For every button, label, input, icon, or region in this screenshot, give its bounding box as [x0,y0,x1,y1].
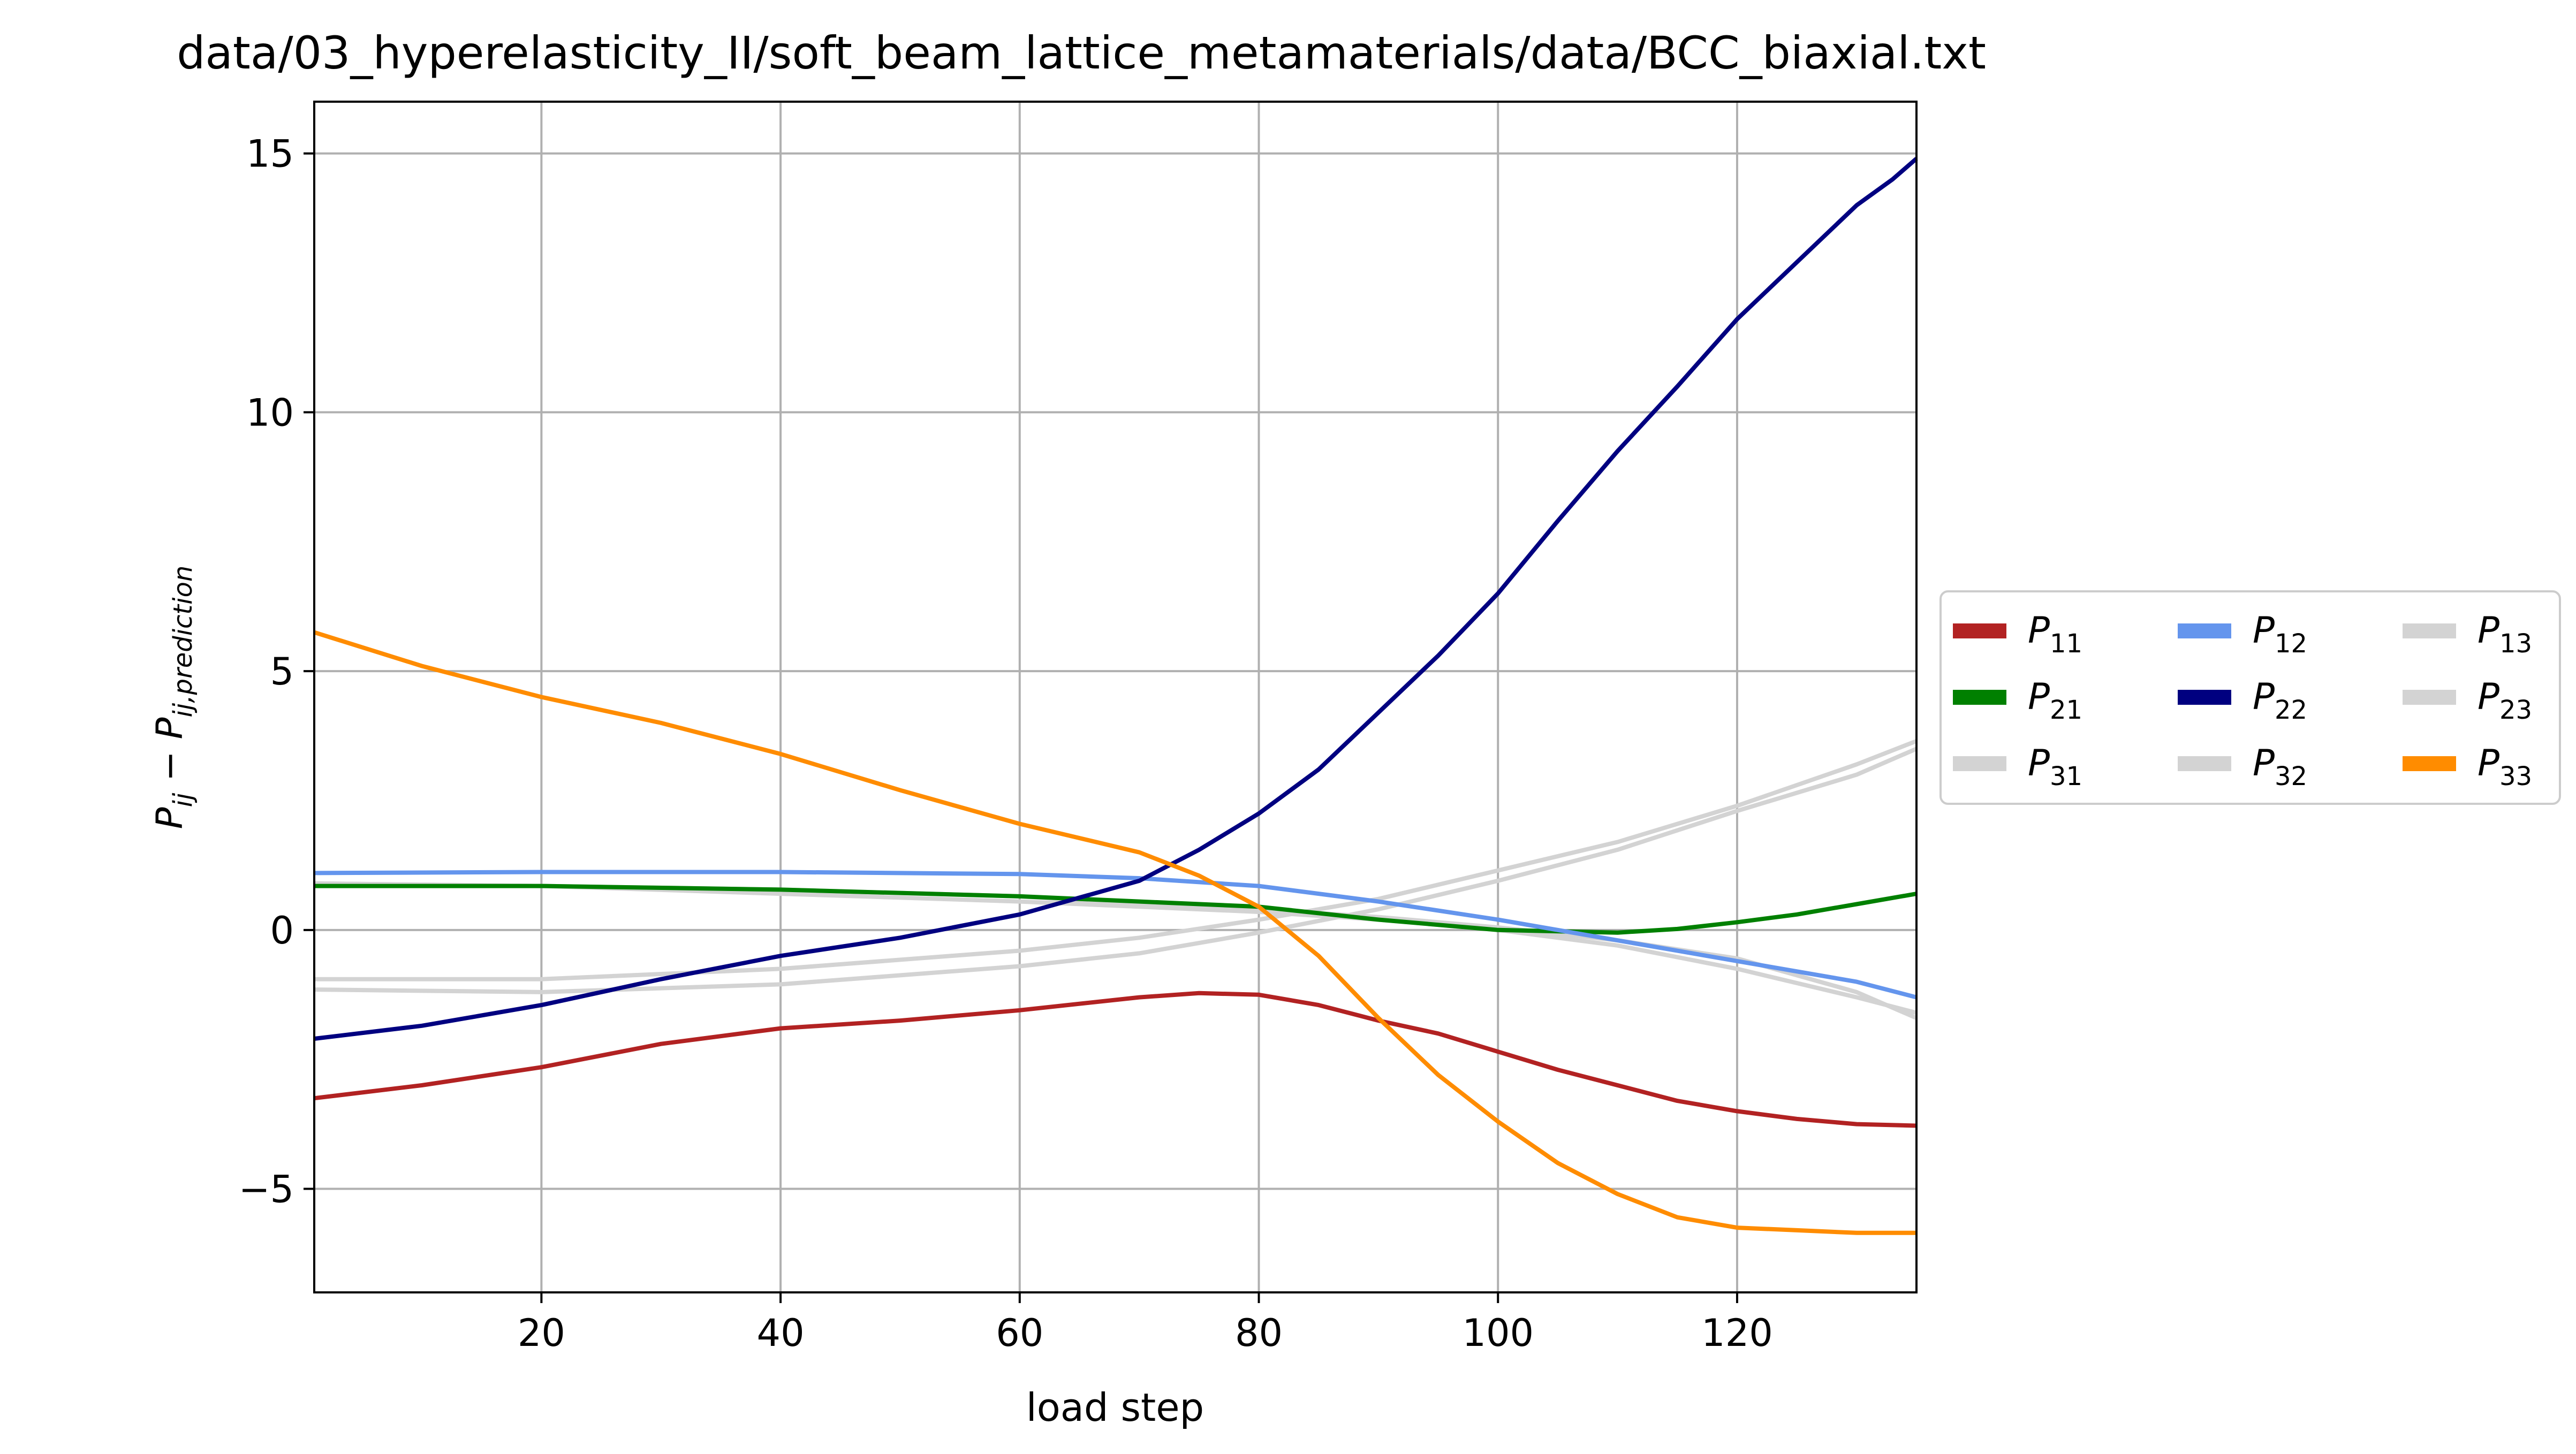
y-axis: −5 0 5 10 15 [239,132,314,1212]
legend-label: P13 [2477,610,2532,659]
series-line-p31 [314,739,1918,981]
legend-swatch [1953,690,2006,705]
y-tick-label: 0 [270,909,294,953]
series-line-p21 [314,884,1917,935]
legend-swatch [2178,690,2231,705]
series-line-p33 [313,630,1916,1235]
y-tick-label: 10 [246,391,294,435]
legend-label: P11 [2028,610,2082,659]
series-line-p12 [314,870,1918,1000]
x-tick-label: 120 [1701,1311,1773,1355]
series-line-p11 [314,991,1917,1128]
legend-frame [1939,590,2561,805]
x-tick-label: 80 [1235,1311,1283,1355]
gridlines [314,102,1916,1292]
x-tick-label: 60 [996,1311,1043,1355]
legend: P11 P21 P31 P12 P22 P32 P13 P23 P33 [1939,590,2561,805]
legend-swatch [2178,756,2231,771]
legend-label: P31 [2028,742,2082,791]
y-tick-label: 15 [246,132,294,176]
series-lines [313,157,1918,1235]
legend-label: P23 [2477,676,2532,725]
legend-label: P32 [2253,742,2307,791]
x-tick-label: 20 [518,1311,565,1355]
legend-label: P21 [2028,676,2082,725]
x-axis: 20 40 60 80 100 120 [518,1292,1773,1355]
x-tick-label: 100 [1462,1311,1534,1355]
legend-label: P33 [2477,742,2532,791]
legend-label: P12 [2253,610,2307,659]
y-tick-label: −5 [239,1168,294,1212]
series-line-p22 [314,157,1918,1041]
x-tick-label: 40 [757,1311,805,1355]
legend-swatch [1953,756,2006,771]
x-axis-label: load step [1026,1385,1204,1430]
series-line-p32 [314,747,1918,994]
y-tick-label: 5 [270,650,294,694]
legend-swatch [2403,756,2456,771]
plot-frame [313,101,1918,1293]
legend-swatch [1953,623,2006,638]
chart-title: data/03_hyperelasticity_II/soft_beam_lat… [177,27,1986,79]
series-line-p13 [314,881,1918,1015]
y-axis-label: Pij − Pij,prediction [149,566,198,829]
legend-swatch [2403,623,2456,638]
legend-swatch [2178,623,2231,638]
legend-swatch [2403,690,2456,705]
plot-area [314,102,1916,1292]
legend-label: P22 [2253,676,2307,725]
